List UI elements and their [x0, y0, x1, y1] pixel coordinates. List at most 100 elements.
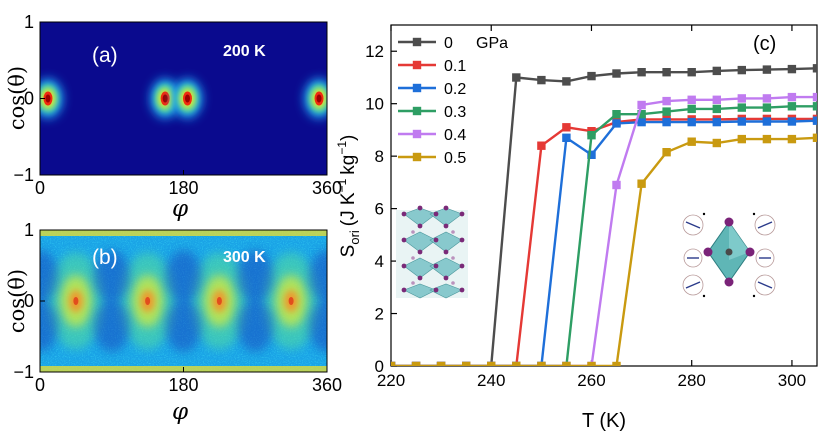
- ylabel-sup-b: −1: [335, 141, 349, 155]
- point-0-270: [637, 68, 646, 77]
- gap-lower-2: [93, 299, 130, 352]
- point-0.2-260: [587, 150, 596, 159]
- point-0.5-285: [712, 138, 721, 148]
- panel-c-frame: [390, 24, 818, 367]
- legend-marker-0.1: [412, 60, 422, 70]
- point-0.3-265: [612, 110, 621, 119]
- point-0.2-265: [612, 119, 621, 128]
- legend-marker-0.4: [412, 129, 422, 139]
- panel-c-legend: 0 GPa 0.1 0.2 0.3 0.4 0.5: [398, 35, 508, 167]
- legend-label-0.2: 0.2: [444, 81, 466, 98]
- legend-item-0.4: 0.4: [398, 127, 466, 144]
- hotspot-2: [119, 253, 176, 349]
- point-0.2-275: [662, 117, 671, 127]
- x-tick-label-360: 360: [312, 178, 342, 198]
- point-0.3-290: [737, 103, 746, 112]
- y-tick-label--1: −1: [13, 362, 34, 382]
- point-0.2-270: [637, 117, 646, 127]
- point-0.2-255: [562, 133, 571, 142]
- point-0-275: [662, 68, 671, 77]
- point-0.1-250: [537, 141, 546, 150]
- legend-label-0.1: 0.1: [444, 58, 466, 75]
- panel-b-label: (b): [92, 246, 118, 269]
- point-0.4-300: [787, 92, 797, 102]
- point-0.5-305: [812, 133, 817, 142]
- point-0.5-220: [391, 361, 396, 366]
- legend-marker-0.5: [412, 152, 422, 162]
- point-0.5-240: [487, 361, 496, 366]
- point-0-255: [562, 77, 571, 86]
- legend-marker-0: [412, 37, 422, 47]
- point-0.5-295: [762, 134, 772, 144]
- c-y-tick-label-4: 4: [375, 252, 384, 271]
- point-0.5-250: [537, 361, 546, 366]
- point-0.3-295: [762, 103, 772, 112]
- gap-upper-3: [165, 250, 202, 303]
- legend-label-0.5: 0.5: [444, 150, 466, 167]
- legend-label-0.3: 0.3: [444, 104, 466, 121]
- point-0-265: [612, 69, 621, 78]
- x-tick-label-180: 180: [168, 178, 198, 198]
- heatmap-a-hotspots: [40, 78, 327, 119]
- c-x-tick-label-280: 280: [678, 371, 706, 390]
- gap-lower-3: [165, 299, 202, 352]
- point-0.2-285: [712, 117, 721, 127]
- heatmap-b-hotspots: [40, 250, 327, 352]
- point-0.4-285: [712, 95, 721, 104]
- ylabel-symbol: S: [338, 245, 359, 258]
- point-0.3-305: [812, 102, 817, 111]
- point-0.4-295: [762, 94, 772, 103]
- x-tick-label-360: 360: [312, 375, 342, 395]
- point-0.5-225: [411, 361, 421, 366]
- point-0.5-260: [587, 361, 596, 366]
- point-0.4-290: [737, 94, 746, 103]
- point-0-290: [737, 65, 746, 75]
- point-0.5-270: [637, 179, 646, 188]
- y-tick-label-1: 1: [24, 12, 34, 32]
- legend-marker-0.3: [412, 106, 422, 116]
- point-0.4-275: [662, 96, 671, 106]
- c-y-tick-label-12: 12: [365, 42, 384, 61]
- x-tick-label-180: 180: [168, 375, 198, 395]
- y-tick-label-0: 0: [24, 291, 34, 311]
- point-0-250: [537, 75, 546, 85]
- octahedron-rotation-inset-right: [680, 208, 778, 300]
- point-0-245: [512, 73, 521, 82]
- ylabel-units-c: ): [338, 135, 359, 141]
- ylabel-units-a: (J K: [338, 192, 359, 226]
- legend-label-0.4: 0.4: [444, 127, 466, 144]
- gap-upper-5: [309, 250, 327, 303]
- line-panel-c: 220 240 260 280 300 0 2 4 6 8 10 12: [335, 24, 818, 432]
- point-0.5-275: [662, 148, 671, 157]
- panel-a-xlabel: φ: [172, 196, 189, 222]
- point-0.2-300: [787, 117, 797, 126]
- heatmap-b-top-band: [40, 230, 327, 236]
- heatmap-a-axes: 0 180 360−101: [13, 12, 342, 198]
- legend-marker-0.2: [412, 83, 422, 93]
- c-x-tick-label-300: 300: [778, 371, 806, 390]
- x-tick-label-0: 0: [35, 178, 45, 198]
- c-x-tick-label-260: 260: [577, 371, 605, 390]
- c-x-tick-label-240: 240: [477, 371, 505, 390]
- legend-item-0.2: 0.2: [398, 81, 466, 98]
- y-tick-label-0: 0: [24, 89, 34, 109]
- ylabel-subscript: ori: [347, 230, 362, 245]
- point-0.4-305: [812, 92, 817, 102]
- point-0.1-255: [562, 123, 571, 132]
- hotspot-3: [172, 78, 203, 119]
- heatmap-b-axes: 0 180 360−101: [13, 220, 342, 395]
- crystal-structure-inset-left: [396, 205, 468, 299]
- point-0.3-270: [637, 110, 646, 119]
- legend-item-0.5: 0.5: [398, 150, 466, 167]
- point-0.2-280: [687, 117, 696, 127]
- y-tick-label-1: 1: [24, 220, 34, 240]
- point-0.4-270: [637, 100, 646, 110]
- gap-lower-1: [40, 299, 58, 352]
- c-y-tick-label-10: 10: [365, 95, 384, 114]
- ylabel-sup-a: −1: [335, 178, 349, 192]
- point-0.3-285: [712, 104, 721, 114]
- y-tick-label--1: −1: [13, 165, 34, 185]
- hotspot-2: [150, 78, 181, 119]
- point-0-280: [687, 68, 696, 77]
- point-0.5-300: [787, 134, 797, 144]
